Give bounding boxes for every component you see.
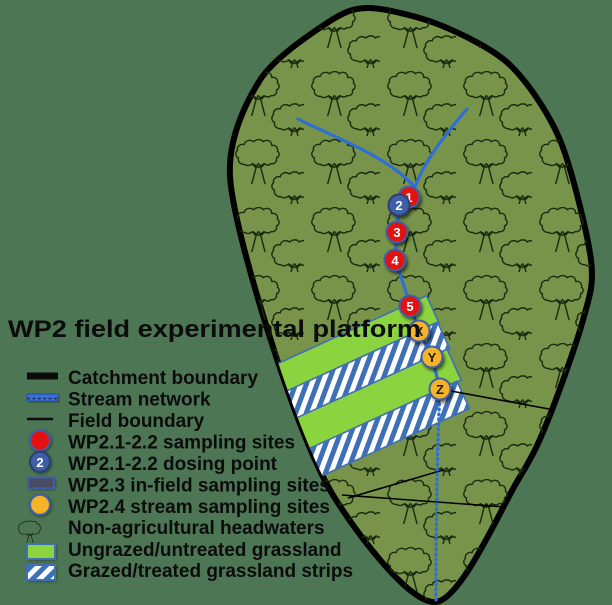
svg-text:WP2.4 stream sampling sites: WP2.4 stream sampling sites	[68, 497, 330, 518]
svg-text:WP2 field experimental platfor: WP2 field experimental platform	[8, 316, 421, 343]
svg-text:Y: Y	[428, 350, 437, 365]
svg-text:WP2.1-2.2 dosing point: WP2.1-2.2 dosing point	[68, 454, 278, 475]
svg-text:Stream network: Stream network	[68, 390, 211, 411]
svg-text:Field boundary: Field boundary	[68, 411, 205, 432]
svg-text:3: 3	[393, 225, 400, 240]
svg-text:2: 2	[395, 198, 402, 213]
svg-text:Catchment boundary: Catchment boundary	[68, 368, 258, 389]
svg-text:Ungrazed/untreated grassland: Ungrazed/untreated grassland	[68, 540, 341, 561]
svg-text:WP2.1-2.2 sampling sites: WP2.1-2.2 sampling sites	[68, 433, 295, 454]
svg-text:WP2.3 in-field sampling sites: WP2.3 in-field sampling sites	[68, 476, 330, 497]
svg-text:4: 4	[391, 253, 399, 268]
svg-text:Grazed/treated grassland strip: Grazed/treated grassland strips	[68, 561, 353, 582]
svg-text:2: 2	[36, 455, 43, 470]
svg-text:5: 5	[406, 299, 413, 314]
svg-text:Z: Z	[436, 382, 444, 397]
svg-text:Non-agricultural headwaters: Non-agricultural headwaters	[68, 518, 325, 539]
